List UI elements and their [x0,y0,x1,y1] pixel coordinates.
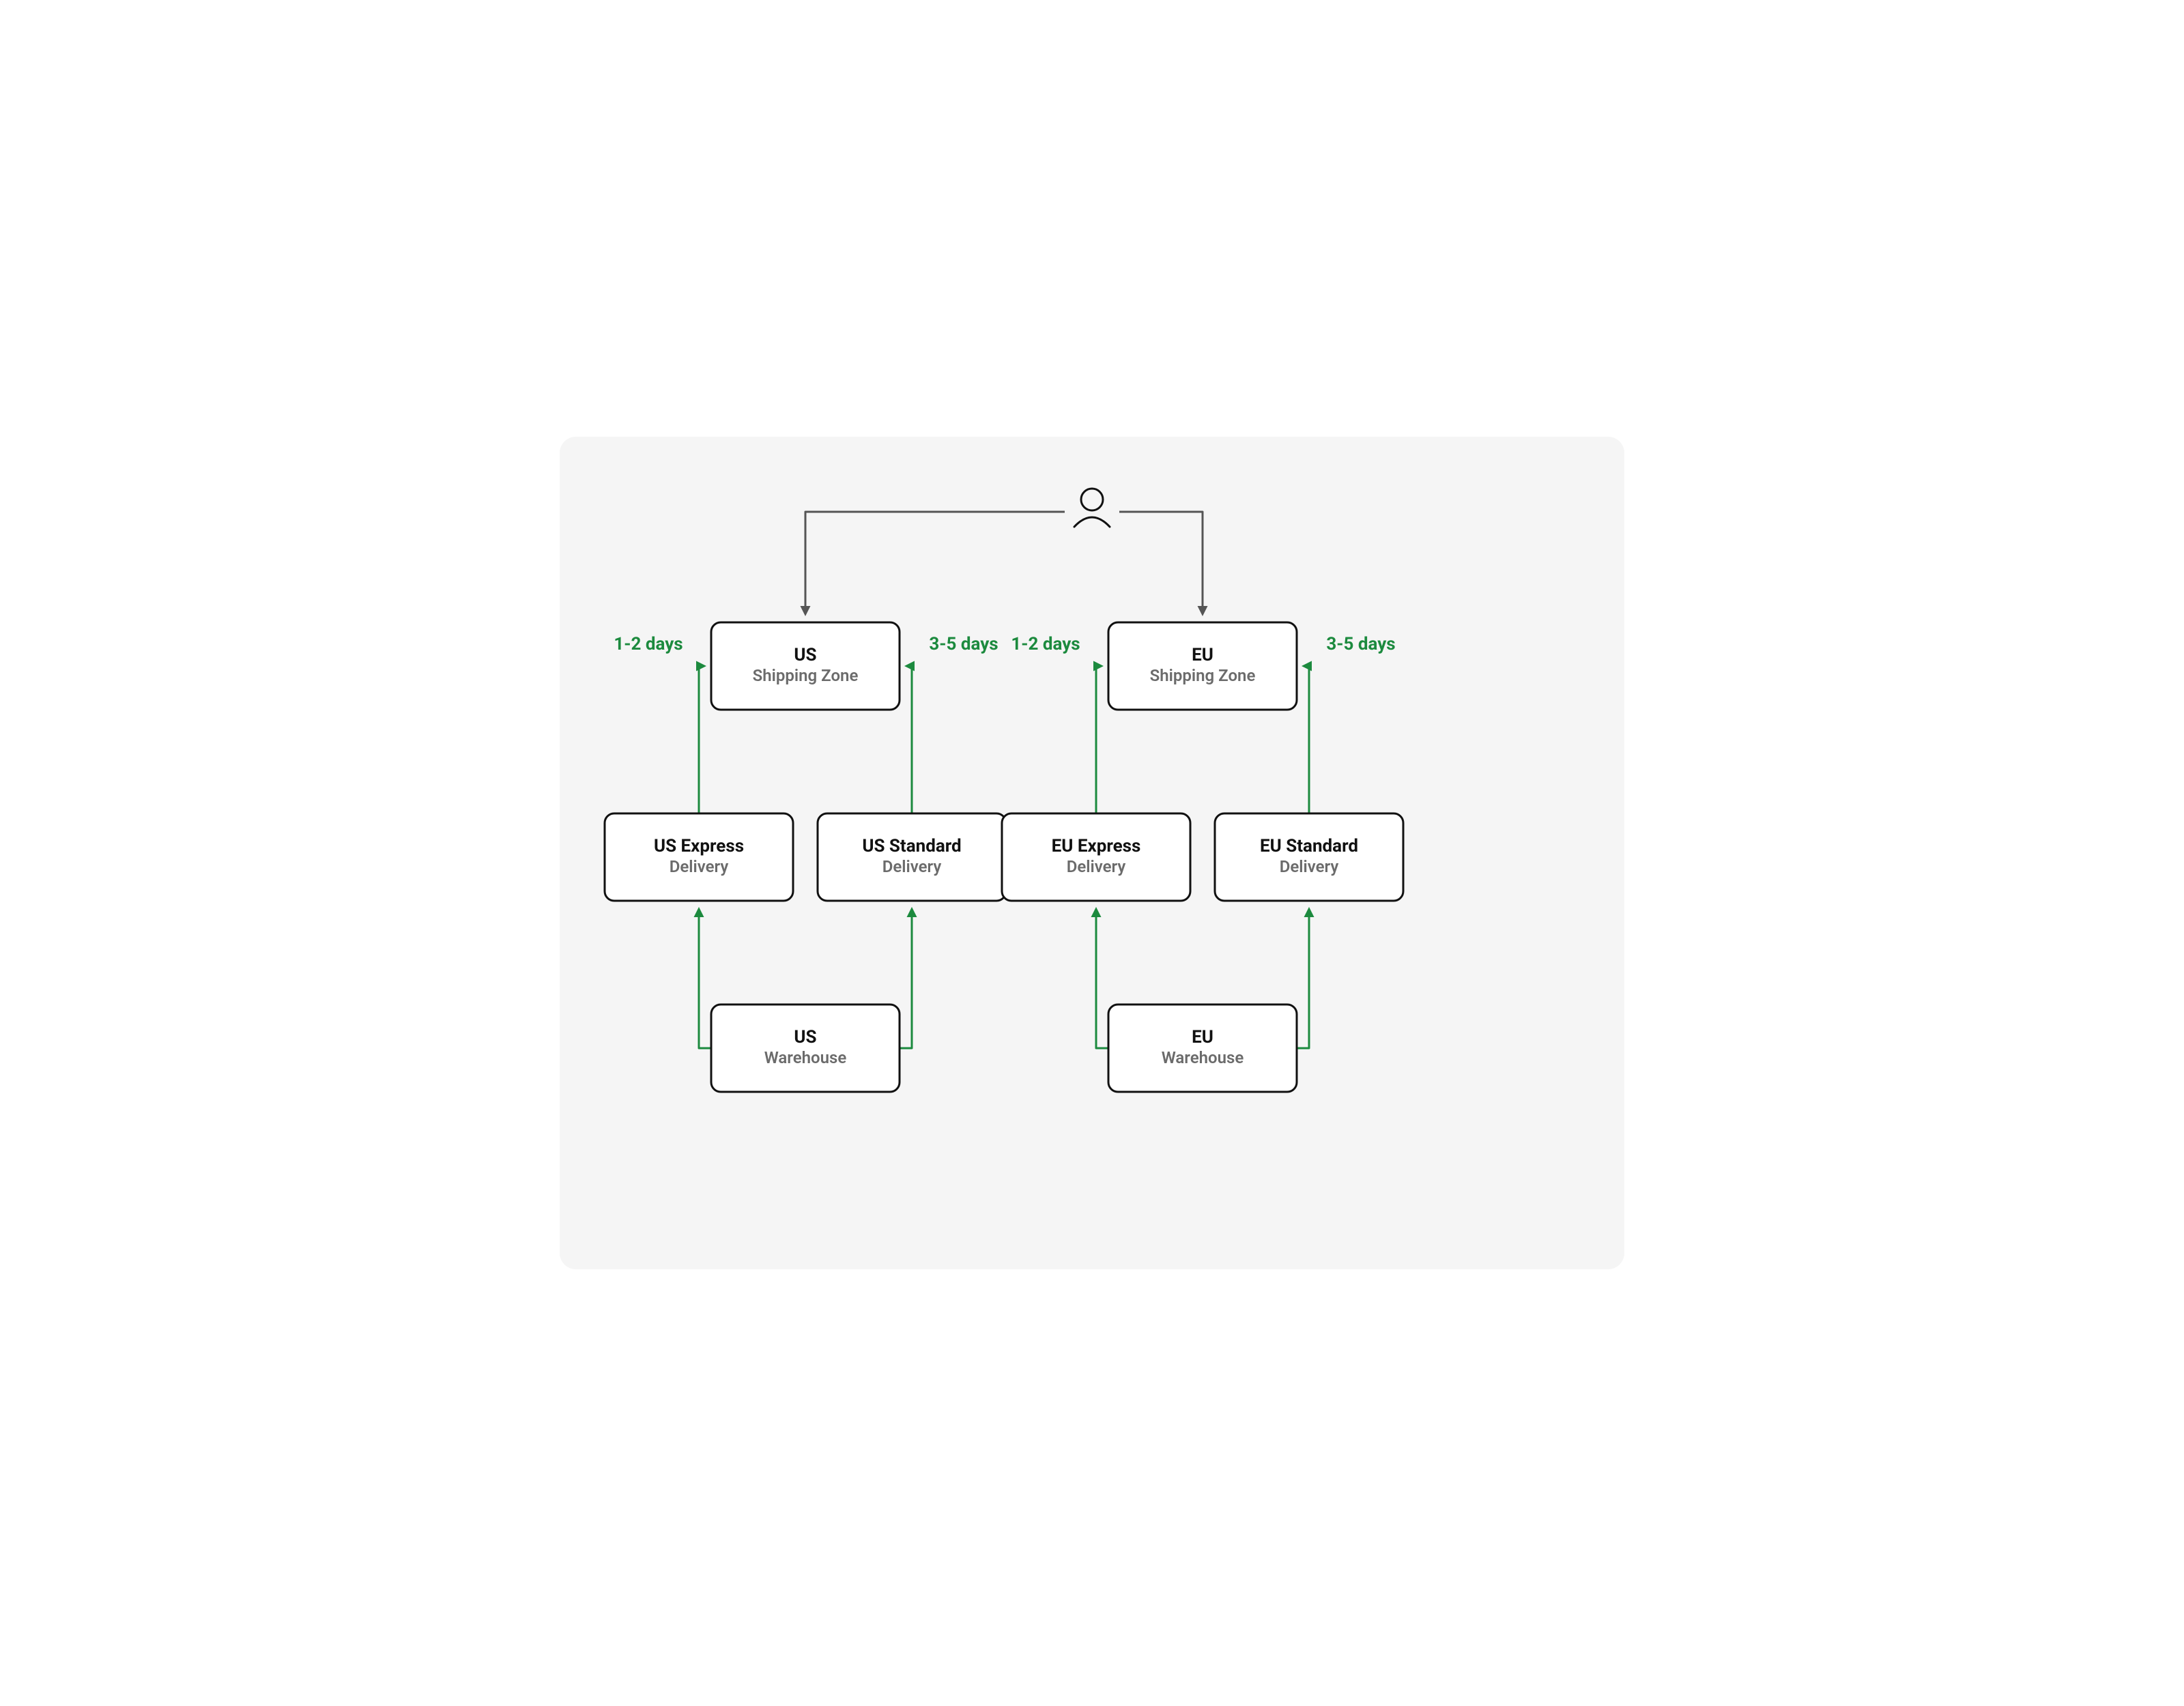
node-subtitle: Warehouse [764,1048,847,1067]
edge-label-us_express_to_zone: 1-2 days [614,634,682,654]
node-subtitle: Delivery [670,857,729,876]
node-title: EU [1192,1027,1213,1047]
edge-label-eu_standard_to_zone: 3-5 days [1326,634,1395,654]
node-title: US [794,645,816,665]
node-title: EU [1192,645,1213,665]
shipping-flow-diagram: 1-2 days3-5 days1-2 days3-5 daysUSShippi… [560,437,1624,1269]
edge-label-eu_express_to_zone: 1-2 days [1011,634,1080,654]
node-subtitle: Delivery [1067,857,1126,876]
node-us_zone: USShipping Zone [711,622,900,710]
node-us_standard: US StandardDelivery [818,813,1006,901]
node-subtitle: Shipping Zone [1150,666,1256,685]
node-subtitle: Delivery [1280,857,1339,876]
node-us_express: US ExpressDelivery [605,813,793,901]
node-subtitle: Warehouse [1162,1048,1244,1067]
edge-label-us_standard_to_zone: 3-5 days [929,634,998,654]
diagram-frame: 1-2 days3-5 days1-2 days3-5 daysUSShippi… [560,437,1624,1269]
node-title: US Standard [862,836,961,856]
node-subtitle: Delivery [882,857,942,876]
node-title: EU Express [1052,836,1141,856]
node-title: US [794,1027,816,1047]
node-eu_zone: EUShipping Zone [1108,622,1297,710]
node-title: US Express [654,836,744,856]
node-eu_standard: EU StandardDelivery [1215,813,1403,901]
node-subtitle: Shipping Zone [753,666,859,685]
node-us_warehouse: USWarehouse [711,1004,900,1092]
node-eu_warehouse: EUWarehouse [1108,1004,1297,1092]
node-title: EU Standard [1260,836,1358,856]
node-eu_express: EU ExpressDelivery [1002,813,1190,901]
